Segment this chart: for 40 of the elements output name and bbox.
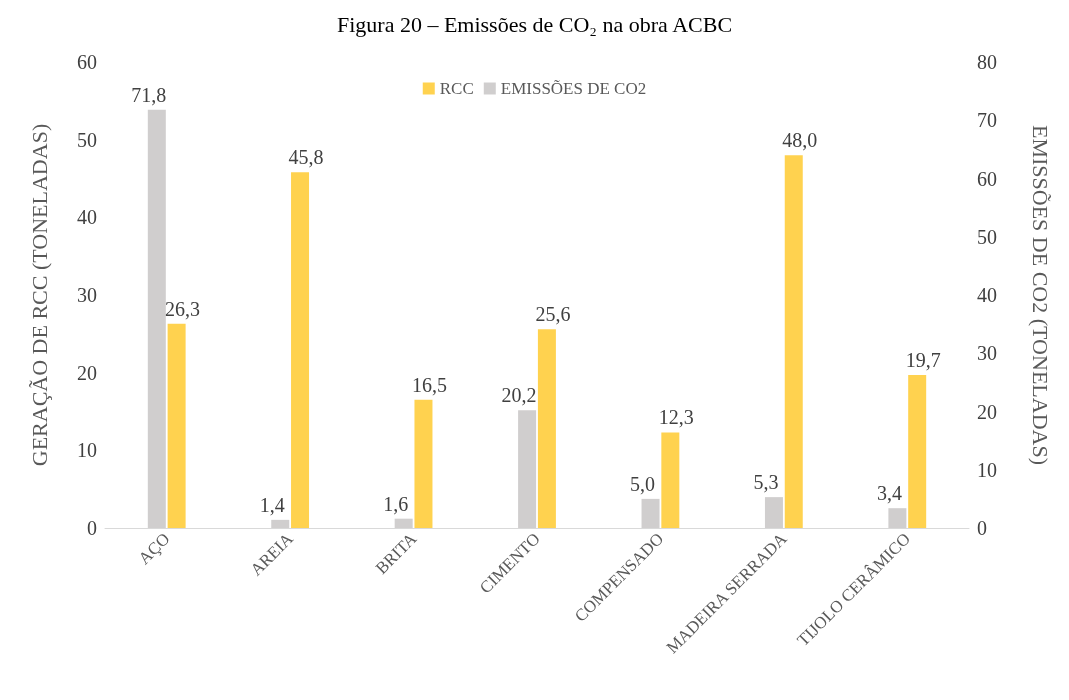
data-label: 48,0 — [782, 129, 818, 152]
y2-tick-label: 50 — [977, 225, 997, 248]
y2-axis-title: EMISSÕES DE CO2 (TONELADAS) — [1027, 125, 1053, 465]
y2-tick-label: 40 — [977, 284, 997, 306]
data-label: 1,4 — [259, 493, 285, 516]
data-label: 45,8 — [288, 146, 324, 169]
y2-tick-label: 80 — [977, 51, 997, 73]
y2-tick-label: 60 — [977, 167, 997, 190]
y2-tick-label: 20 — [977, 400, 997, 423]
y-axis-title: GERAÇÃO DE RCC (TONELADAS) — [26, 123, 52, 467]
y2-tick-label: 30 — [977, 342, 997, 365]
y-tick-label: 60 — [77, 51, 97, 73]
bar — [908, 375, 927, 528]
y2-tick-label: 10 — [977, 458, 997, 481]
legend-label: RCC — [439, 79, 474, 98]
data-label: 12,3 — [658, 406, 694, 429]
data-label: 20,2 — [501, 384, 537, 407]
y-tick-label: 10 — [77, 439, 97, 462]
y2-tick-label: 0 — [977, 517, 987, 539]
data-label: 19,7 — [905, 349, 941, 371]
y-tick-label: 0 — [87, 517, 97, 539]
legend-label: EMISSÕES DE CO2 — [500, 79, 647, 98]
y-tick-label: 20 — [77, 361, 97, 384]
bar — [291, 172, 310, 528]
bar — [784, 155, 803, 528]
y-tick-label: 40 — [77, 206, 97, 229]
y-tick-label: 30 — [77, 284, 97, 306]
data-label: 5,0 — [630, 472, 656, 495]
y2-tick-label: 70 — [977, 109, 997, 132]
y-tick-label: 50 — [77, 128, 97, 151]
data-label: 71,8 — [131, 83, 167, 106]
bar — [661, 432, 680, 528]
chart-title: Figura 20 – Emissões de CO₂ na obra ACBC — [336, 11, 733, 37]
data-label: 5,3 — [753, 471, 779, 494]
data-label: 16,5 — [411, 373, 447, 396]
data-label: 26,3 — [165, 297, 201, 320]
data-label: 25,6 — [535, 303, 571, 326]
data-label: 1,6 — [383, 492, 409, 515]
data-label: 3,4 — [876, 482, 902, 505]
bar — [414, 399, 433, 528]
